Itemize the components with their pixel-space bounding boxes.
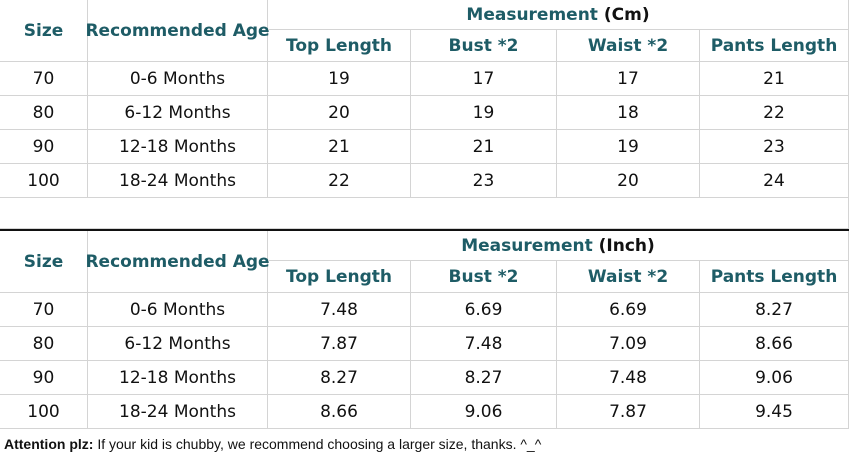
data-cell: 9.45	[700, 395, 849, 429]
data-cell: 6.69	[411, 293, 557, 327]
data-cell: 7.48	[268, 293, 411, 327]
data-cell: 19	[268, 62, 411, 96]
divider	[0, 229, 849, 231]
note-cell	[0, 367, 849, 368]
data-cell: 8.66	[268, 395, 411, 429]
data-cell: 22	[700, 96, 849, 130]
data-cell: 8.27	[268, 361, 411, 395]
header-cell: Pants Length	[700, 30, 849, 62]
measurement-label: Measurement	[461, 235, 593, 256]
data-cell: 100	[0, 164, 88, 198]
header-cell: Waist *2	[557, 30, 700, 62]
measurement-unit: (Cm)	[603, 4, 650, 25]
header-cell: Top Length	[268, 30, 411, 62]
header-cell: Bust *2	[411, 261, 557, 293]
data-cell: 12-18 Months	[88, 130, 268, 164]
data-cell: 7.87	[557, 395, 700, 429]
data-cell: 7.09	[557, 327, 700, 361]
header-cell: Size	[0, 0, 88, 62]
header-cell: Recommended Age	[85, 231, 270, 293]
measurement-unit: (Inch)	[598, 235, 655, 256]
data-cell: 17	[557, 62, 700, 96]
data-cell: 9.06	[411, 395, 557, 429]
data-cell: 17	[411, 62, 557, 96]
data-cell: 21	[700, 62, 849, 96]
data-cell: 80	[0, 327, 88, 361]
data-cell: 8.66	[700, 327, 849, 361]
data-cell: 18-24 Months	[88, 395, 268, 429]
note-text: If your kid is chubby, we recommend choo…	[97, 436, 542, 452]
data-cell: 23	[700, 130, 849, 164]
data-cell: 0-6 Months	[88, 293, 268, 327]
header-cell: Pants Length	[700, 261, 849, 293]
data-cell: 12-18 Months	[88, 361, 268, 395]
header-cell: Top Length	[268, 261, 411, 293]
data-cell: 70	[0, 62, 88, 96]
data-cell: 80	[0, 96, 88, 130]
data-cell: 18-24 Months	[88, 164, 268, 198]
measurement-header: Measurement (Cm)	[268, 0, 849, 30]
data-cell: 20	[268, 96, 411, 130]
data-cell: 90	[0, 130, 88, 164]
note-label: Attention plz:	[4, 436, 94, 452]
data-cell: 24	[700, 164, 849, 198]
data-cell: 7.87	[268, 327, 411, 361]
data-cell: 8.27	[700, 293, 849, 327]
note: Attention plz: If your kid is chubby, we…	[4, 436, 541, 452]
data-cell: 90	[0, 361, 88, 395]
header-cell: Bust *2	[411, 30, 557, 62]
data-cell: 6.69	[557, 293, 700, 327]
data-cell: 0-6 Months	[88, 62, 268, 96]
data-cell: 8.27	[411, 361, 557, 395]
data-cell: 21	[411, 130, 557, 164]
data-cell: 22	[268, 164, 411, 198]
data-cell: 6-12 Months	[88, 327, 268, 361]
data-cell: 21	[268, 130, 411, 164]
data-cell: 18	[557, 96, 700, 130]
data-cell: 7.48	[411, 327, 557, 361]
data-cell: 70	[0, 293, 88, 327]
data-cell: 6-12 Months	[88, 96, 268, 130]
measurement-label: Measurement	[466, 4, 598, 25]
data-cell: 23	[411, 164, 557, 198]
header-cell: Recommended Age	[85, 0, 270, 62]
data-cell: 19	[411, 96, 557, 130]
data-cell: 19	[557, 130, 700, 164]
measurement-header: Measurement (Inch)	[268, 231, 849, 261]
data-cell: 20	[557, 164, 700, 198]
header-cell: Waist *2	[557, 261, 700, 293]
data-cell: 7.48	[557, 361, 700, 395]
header-cell: Size	[0, 231, 88, 293]
spacer-row	[0, 198, 849, 229]
data-cell: 100	[0, 395, 88, 429]
